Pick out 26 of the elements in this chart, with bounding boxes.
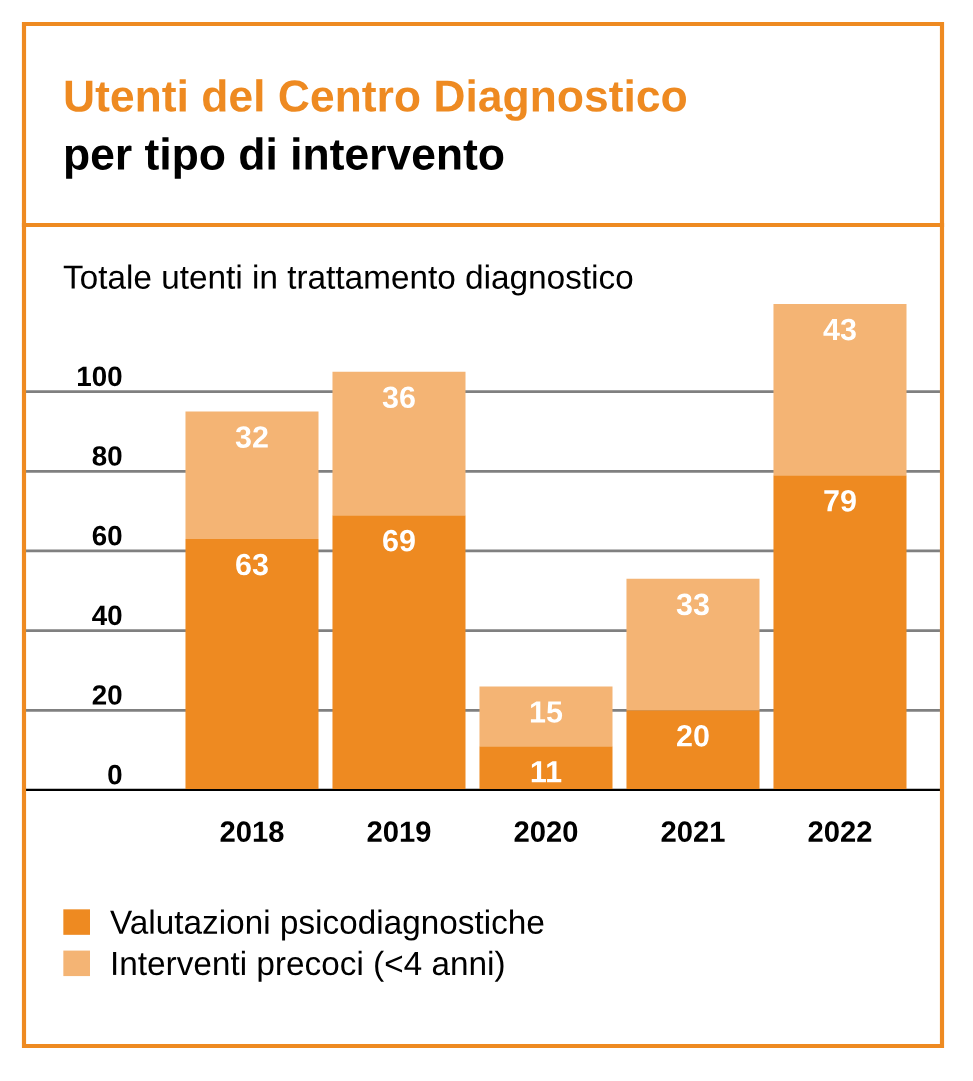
legend-label: Valutazioni psicodiagnostiche [110, 909, 544, 941]
y-tick-label: 80 [92, 446, 122, 466]
x-tick-label: 2020 [514, 821, 578, 842]
data-label: 43 [823, 318, 856, 341]
data-label: 36 [382, 386, 415, 409]
y-tick-label: 0 [108, 764, 122, 785]
y-tick-label: 100 [78, 366, 122, 387]
data-label: 63 [236, 553, 268, 576]
x-tick-label: 2019 [367, 821, 431, 842]
y-tick-label: 60 [92, 525, 122, 546]
y-axis-title: Totale utenti in trattamento diagnostico [63, 264, 633, 296]
legend-label: Interventi precoci (<4 anni) [113, 950, 504, 982]
data-label: 69 [383, 529, 415, 552]
data-label: 32 [235, 426, 268, 448]
chart-subtitle: per tipo di intervento [65, 137, 504, 179]
y-tick-label: 40 [92, 605, 122, 626]
x-tick-label: 2021 [661, 821, 725, 842]
y-tick-label: 20 [92, 685, 122, 705]
chart-title: Utenti del Centro Diagnostico [65, 79, 686, 121]
data-label: 11 [531, 761, 562, 783]
x-tick-label: 2018 [220, 821, 284, 842]
data-label: 33 [676, 593, 709, 616]
data-label: 20 [677, 725, 709, 747]
data-label: 15 [530, 701, 563, 723]
x-tick-label: 2022 [808, 821, 872, 842]
data-label: 79 [824, 489, 856, 512]
